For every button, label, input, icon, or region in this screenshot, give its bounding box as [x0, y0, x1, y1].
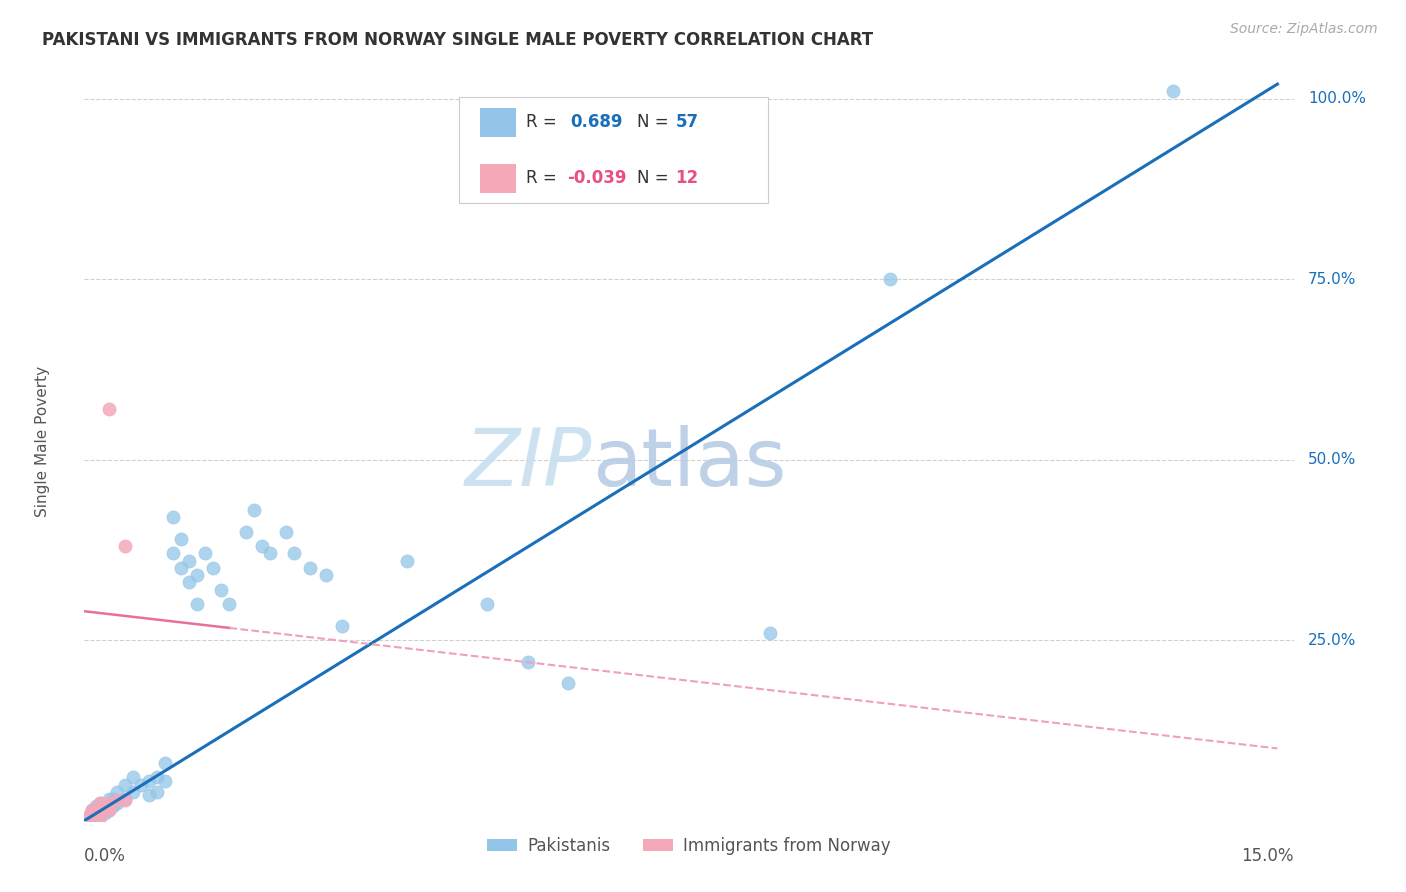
Point	[77, 810, 100, 824]
Point	[179, 554, 201, 568]
Text: 0.0%: 0.0%	[84, 847, 127, 865]
Point	[82, 808, 104, 822]
Point	[186, 597, 208, 611]
Point	[162, 546, 184, 560]
Point	[1161, 84, 1184, 98]
Point	[209, 582, 232, 597]
Text: N =: N =	[637, 113, 673, 131]
Point	[101, 792, 124, 806]
Point	[82, 803, 104, 817]
Point	[315, 568, 337, 582]
Text: 75.0%: 75.0%	[1308, 271, 1357, 286]
Point	[105, 785, 128, 799]
Point	[283, 546, 305, 560]
Text: 25.0%: 25.0%	[1308, 632, 1357, 648]
Point	[89, 796, 111, 810]
Point	[97, 402, 120, 417]
Point	[97, 803, 120, 817]
Point	[242, 503, 264, 517]
Point	[879, 272, 901, 286]
Point	[114, 778, 136, 792]
Text: 100.0%: 100.0%	[1308, 91, 1367, 106]
Point	[121, 770, 143, 784]
Point	[97, 799, 120, 814]
Point	[250, 539, 273, 553]
Point	[101, 799, 124, 814]
Point	[89, 810, 111, 824]
Point	[153, 773, 176, 788]
Point	[218, 597, 240, 611]
Point	[395, 554, 418, 568]
FancyBboxPatch shape	[460, 96, 768, 202]
Text: R =: R =	[526, 169, 562, 187]
Point	[170, 532, 193, 546]
Point	[121, 785, 143, 799]
Point	[97, 796, 120, 810]
Point	[83, 810, 105, 824]
Point	[259, 546, 281, 560]
Point	[477, 597, 499, 611]
Point	[82, 803, 104, 817]
Point	[97, 792, 120, 806]
Point	[105, 793, 128, 807]
Text: 15.0%: 15.0%	[1241, 847, 1294, 865]
Text: ZIP: ZIP	[465, 425, 592, 503]
Text: N =: N =	[637, 169, 673, 187]
Point	[86, 806, 108, 821]
Point	[153, 756, 176, 770]
Point	[179, 575, 201, 590]
Text: atlas: atlas	[592, 425, 786, 503]
Text: -0.039: -0.039	[567, 169, 626, 187]
Point	[235, 524, 257, 539]
Point	[114, 792, 136, 806]
Point	[114, 539, 136, 553]
Point	[138, 789, 160, 803]
Point	[77, 810, 100, 824]
Text: PAKISTANI VS IMMIGRANTS FROM NORWAY SINGLE MALE POVERTY CORRELATION CHART: PAKISTANI VS IMMIGRANTS FROM NORWAY SING…	[42, 31, 873, 49]
Text: 0.689: 0.689	[571, 113, 623, 131]
Point	[186, 568, 208, 582]
Point	[89, 810, 111, 824]
Point	[82, 806, 104, 821]
Point	[274, 524, 297, 539]
Point	[170, 561, 193, 575]
Legend: Pakistanis, Immigrants from Norway: Pakistanis, Immigrants from Norway	[481, 830, 897, 862]
Text: R =: R =	[526, 113, 567, 131]
Point	[97, 803, 120, 817]
Text: 12: 12	[676, 169, 699, 187]
Point	[146, 770, 169, 784]
Point	[89, 803, 111, 817]
Point	[557, 676, 579, 690]
Text: Single Male Poverty: Single Male Poverty	[35, 366, 49, 517]
Text: Source: ZipAtlas.com: Source: ZipAtlas.com	[1230, 22, 1378, 37]
Point	[330, 618, 353, 632]
Point	[146, 785, 169, 799]
FancyBboxPatch shape	[479, 164, 516, 193]
Point	[516, 655, 538, 669]
Point	[93, 799, 115, 814]
Text: 50.0%: 50.0%	[1308, 452, 1357, 467]
Point	[105, 796, 128, 810]
FancyBboxPatch shape	[479, 108, 516, 136]
Point	[89, 803, 111, 817]
Point	[194, 546, 217, 560]
Point	[86, 799, 108, 814]
Point	[93, 806, 115, 821]
Point	[138, 773, 160, 788]
Point	[162, 510, 184, 524]
Point	[129, 778, 152, 792]
Point	[299, 561, 322, 575]
Point	[758, 626, 780, 640]
Point	[80, 806, 103, 821]
Point	[202, 561, 225, 575]
Point	[89, 796, 111, 810]
Text: 57: 57	[676, 113, 699, 131]
Point	[114, 793, 136, 807]
